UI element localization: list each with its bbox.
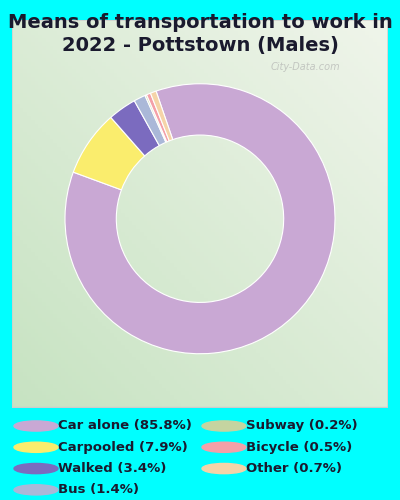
Text: Car alone (85.8%): Car alone (85.8%) [58,420,192,432]
Text: Other (0.7%): Other (0.7%) [246,462,342,475]
Wedge shape [145,95,167,142]
Wedge shape [111,101,159,156]
Wedge shape [150,91,173,141]
Circle shape [202,442,246,452]
Text: Subway (0.2%): Subway (0.2%) [246,420,358,432]
Wedge shape [146,93,169,142]
Circle shape [202,421,246,431]
Circle shape [14,464,58,473]
Text: Carpooled (7.9%): Carpooled (7.9%) [58,441,188,454]
Text: City-Data.com: City-Data.com [270,62,340,72]
Wedge shape [73,118,145,190]
Circle shape [14,484,58,495]
Text: Bus (1.4%): Bus (1.4%) [58,484,139,496]
Circle shape [202,464,246,473]
Wedge shape [134,96,166,146]
Circle shape [14,421,58,431]
Text: Walked (3.4%): Walked (3.4%) [58,462,166,475]
Text: Means of transportation to work in
2022 - Pottstown (Males): Means of transportation to work in 2022 … [8,12,392,55]
Circle shape [14,442,58,452]
Wedge shape [65,84,335,353]
Text: Bicycle (0.5%): Bicycle (0.5%) [246,441,352,454]
